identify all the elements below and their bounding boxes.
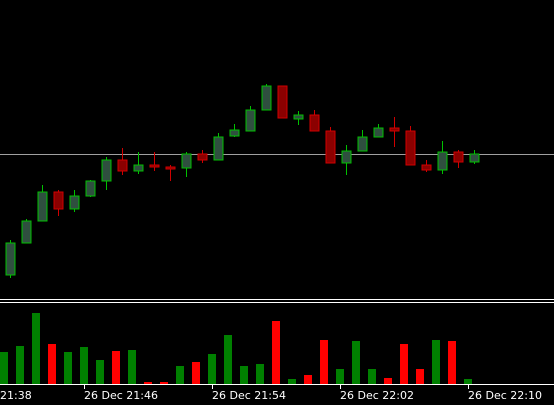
candle-body <box>277 85 288 119</box>
candle-body <box>357 136 368 152</box>
volume-bar <box>400 344 408 384</box>
candle-body <box>373 127 384 138</box>
volume-bar <box>112 351 120 384</box>
volume-bar <box>352 341 360 384</box>
volume-bar <box>16 346 24 384</box>
volume-bar <box>304 375 312 384</box>
candle-body <box>293 114 304 120</box>
volume-bar <box>288 379 296 384</box>
candle-body <box>5 242 16 276</box>
volume-bar <box>224 335 232 384</box>
candle-body <box>197 153 208 161</box>
x-tick-label: 26 Dec 22:10 <box>468 389 542 402</box>
candle-body <box>165 166 176 170</box>
volume-bar <box>32 313 40 384</box>
volume-bar <box>336 369 344 384</box>
candle-body <box>453 151 464 163</box>
candle-body <box>21 220 32 244</box>
volume-bar <box>96 360 104 384</box>
candle-body <box>181 153 192 169</box>
volume-bar <box>416 369 424 384</box>
volume-bar <box>368 369 376 384</box>
volume-bar <box>128 350 136 384</box>
volume-bar <box>432 340 440 384</box>
x-tick-label: 21:38 <box>0 389 32 402</box>
candle-body <box>85 180 96 197</box>
volume-bar <box>144 382 152 384</box>
volume-bar <box>192 362 200 384</box>
candle-body <box>309 114 320 132</box>
candle-body <box>53 191 64 210</box>
volume-bar <box>272 321 280 384</box>
volume-bar <box>448 341 456 384</box>
candle-body <box>37 191 48 222</box>
volume-bar <box>464 379 472 384</box>
x-tick-label: 26 Dec 21:46 <box>84 389 158 402</box>
volume-bar <box>48 344 56 384</box>
candle-body <box>421 164 432 171</box>
volume-bar <box>0 352 8 384</box>
candle-body <box>437 151 448 171</box>
candle-body <box>245 109 256 132</box>
candle-body <box>69 195 80 210</box>
volume-bar <box>176 366 184 384</box>
candle-body <box>117 159 128 172</box>
candle-body <box>149 164 160 168</box>
volume-bar <box>80 347 88 384</box>
volume-bar <box>160 382 168 384</box>
candle-body <box>405 130 416 166</box>
candle-body <box>101 159 112 182</box>
candle-body <box>341 150 352 164</box>
volume-bar <box>320 340 328 384</box>
volume-bar <box>256 364 264 384</box>
candle-body <box>261 85 272 111</box>
candle-body <box>325 130 336 164</box>
volume-bar <box>208 354 216 384</box>
volume-bar <box>384 378 392 384</box>
volume-bar <box>64 352 72 384</box>
x-tick-label: 26 Dec 21:54 <box>212 389 286 402</box>
candle-body <box>213 136 224 161</box>
x-tick-label: 26 Dec 22:02 <box>340 389 414 402</box>
candle-body <box>229 129 240 137</box>
candle-body <box>133 164 144 172</box>
candle-body <box>389 127 400 132</box>
candle-body <box>469 153 480 163</box>
volume-bar <box>240 366 248 384</box>
